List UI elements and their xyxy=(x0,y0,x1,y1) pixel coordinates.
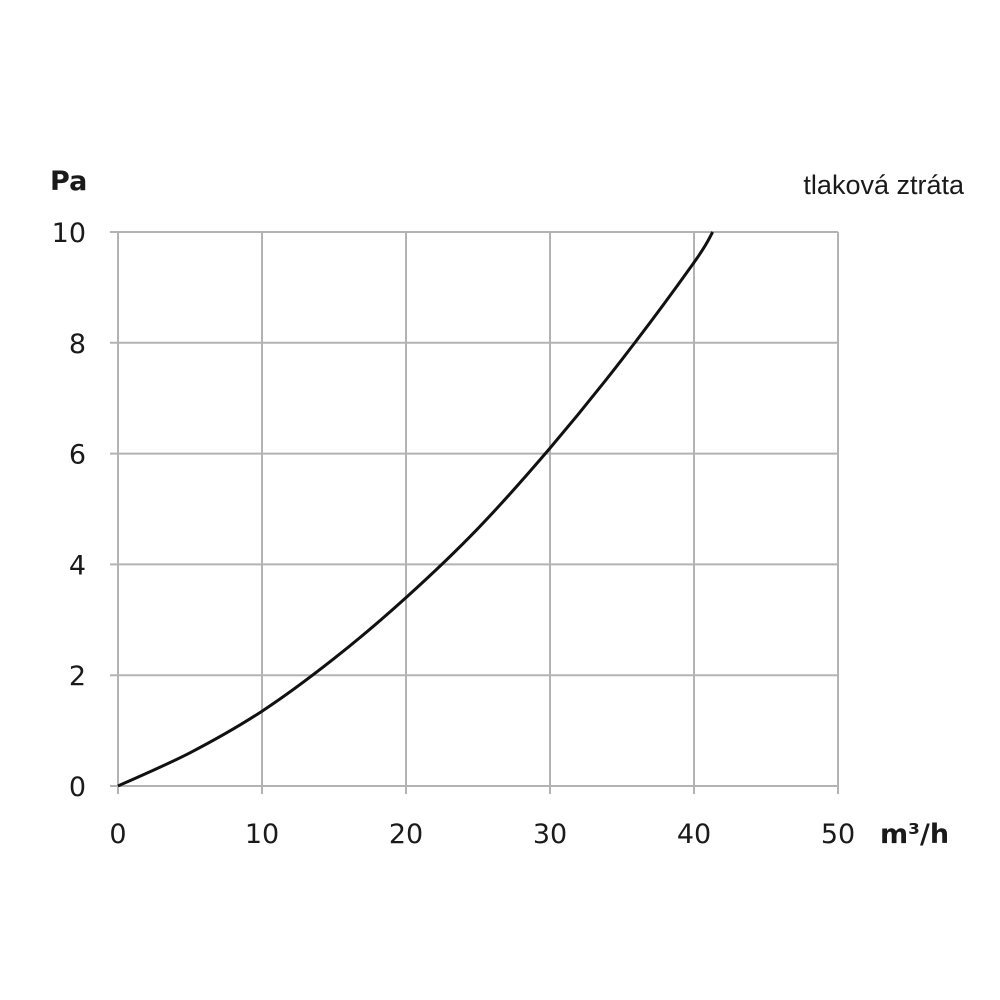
y-tick-label: 6 xyxy=(69,440,86,471)
y-tick-label: 0 xyxy=(69,772,86,803)
pressure-loss-curve xyxy=(117,231,714,788)
y-tick-label: 2 xyxy=(69,661,86,692)
x-tick-label: 50 xyxy=(821,819,855,850)
x-tick-label: 0 xyxy=(109,819,126,850)
y-tick-label: 10 xyxy=(52,218,86,249)
y-tick-label: 8 xyxy=(69,329,86,360)
x-axis-unit: m³/h xyxy=(880,819,949,850)
axis-ticks: 0 10 20 30 40 50 0 2 4 6 8 10 xyxy=(52,218,856,850)
y-tick-label: 4 xyxy=(69,550,86,581)
x-tick-label: 30 xyxy=(533,819,567,850)
y-axis-unit: Pa xyxy=(50,166,87,197)
chart-grid xyxy=(110,231,839,794)
x-tick-label: 10 xyxy=(245,819,279,850)
x-tick-label: 40 xyxy=(677,819,711,850)
chart-title: tlaková ztráta xyxy=(803,170,965,200)
x-tick-label: 20 xyxy=(389,819,423,850)
